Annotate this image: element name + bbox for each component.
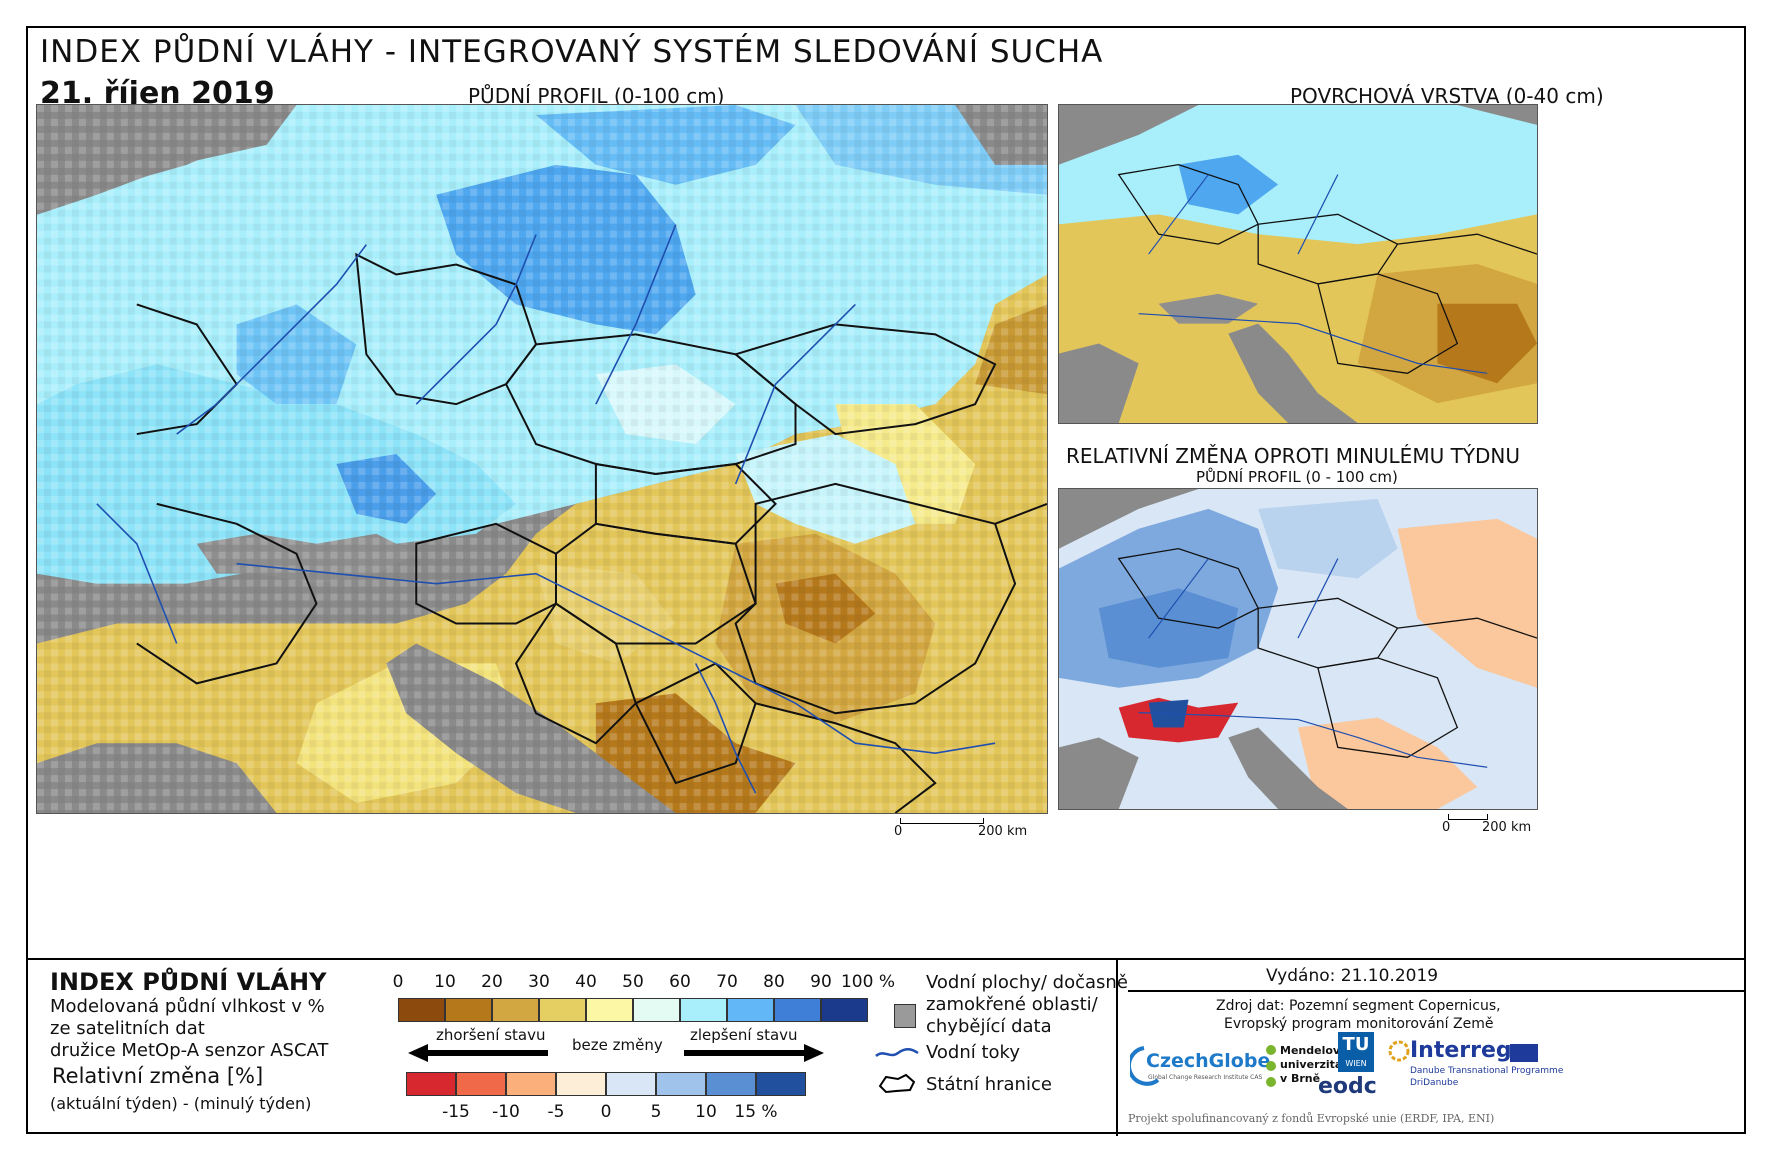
source-line-1: Zdroj dat: Pozemní segment Copernicus, — [1216, 998, 1501, 1014]
small-scale-end: 200 km — [1482, 820, 1532, 835]
czechglobe-text: CzechGlobe — [1146, 1050, 1271, 1072]
index-ramp-tick: 10 — [434, 972, 456, 992]
legend-change-title: Relativní změna [%] — [52, 1064, 264, 1088]
water-label-1: Vodní plochy/ dočasně — [926, 972, 1128, 993]
mendel-text-3: v Brně — [1280, 1072, 1321, 1085]
legend-index-desc-2: ze satelitních dat — [50, 1018, 205, 1039]
change-ramp-tick: -15 — [442, 1102, 470, 1122]
better-arrow — [684, 1042, 824, 1064]
mendel-text-2: univerzita — [1280, 1058, 1343, 1071]
worse-arrow — [408, 1042, 548, 1064]
index-ramp-tick: 90 — [810, 972, 832, 992]
czechglobe-subtext: Global Change Research Institute CAS — [1148, 1074, 1263, 1081]
index-ramp-cell — [633, 998, 680, 1022]
rivers-label: Vodní toky — [926, 1042, 1020, 1063]
change-ramp-cell — [406, 1072, 456, 1096]
index-color-ramp: 0 10 20 30 40 50 60 70 80 90 100 % — [372, 970, 895, 1030]
issued-date: Vydáno: 21.10.2019 — [1266, 966, 1439, 986]
legend-index-desc-3: družice MetOp-A senzor ASCAT — [50, 1040, 329, 1061]
info-divider — [1128, 990, 1744, 992]
index-ramp-cell — [398, 998, 445, 1022]
index-ramp-tick: 100 % — [840, 972, 896, 992]
index-ramp-cell — [586, 998, 633, 1022]
legend-change-desc: (aktuální týden) - (minulý týden) — [50, 1094, 312, 1113]
index-ramp-tick: 80 — [763, 972, 785, 992]
legend-index-title: INDEX PŮDNÍ VLÁHY — [50, 968, 327, 996]
mendel-text-1: Mendelova — [1280, 1044, 1348, 1057]
change-ramp-tick: 15 % — [734, 1102, 778, 1122]
legend-divider — [1116, 960, 1118, 1136]
change-ramp-tick: -5 — [547, 1102, 565, 1122]
change-color-ramp: -15 -10 -5 0 5 10 15 % — [404, 1068, 824, 1128]
change-ramp-cell — [756, 1072, 806, 1096]
interreg-subtext-2: DriDanube — [1410, 1078, 1459, 1088]
index-ramp-tick: 30 — [528, 972, 550, 992]
index-ramp-tick: 70 — [716, 972, 738, 992]
small-scale-zero: 0 — [1442, 820, 1451, 835]
change-map-title: RELATIVNÍ ZMĚNA OPROTI MINULÉMU TÝDNU — [1066, 444, 1521, 468]
index-ramp-cell — [492, 998, 539, 1022]
index-ramp-cell — [539, 998, 586, 1022]
legend-panel: INDEX PŮDNÍ VLÁHY Modelovaná půdní vlhko… — [28, 958, 1744, 1136]
nochange-label: beze změny — [572, 1036, 663, 1054]
change-map-subtitle: PŮDNÍ PROFIL (0 - 100 cm) — [1196, 468, 1398, 486]
borders-label: Státní hranice — [926, 1074, 1052, 1095]
index-ramp-cell — [727, 998, 774, 1022]
change-ramp-cell — [456, 1072, 506, 1096]
index-ramp-tick: 60 — [669, 972, 691, 992]
change-ramp-tick: 5 — [650, 1102, 662, 1122]
border-swatch — [876, 1072, 918, 1094]
main-scale-zero: 0 — [894, 824, 903, 839]
better-label: zlepšení stavu — [690, 1026, 798, 1044]
small-scale-bar: 0 200 km — [1442, 814, 1542, 835]
change-ramp-cell — [506, 1072, 556, 1096]
index-ramp-tick: 50 — [622, 972, 644, 992]
change-ramp-cell — [656, 1072, 706, 1096]
index-ramp-cell — [821, 998, 868, 1022]
index-ramp-tick: 0 — [392, 972, 404, 992]
tu-text: TU — [1342, 1034, 1370, 1055]
eu-flag-icon — [1510, 1044, 1538, 1062]
figure-frame: INDEX PŮDNÍ VLÁHY - INTEGROVANÝ SYSTÉM S… — [26, 26, 1746, 1136]
index-ramp-tick: 40 — [575, 972, 597, 992]
water-label-2: zamokřené oblasti/ — [926, 994, 1098, 1015]
change-ramp-cell — [706, 1072, 756, 1096]
worse-label: zhoršení stavu — [436, 1026, 546, 1044]
water-label-3: chybějící data — [926, 1016, 1052, 1037]
funding-note: Projekt spolufinancovaný z fondů Evropsk… — [1128, 1112, 1495, 1125]
relative-change-map — [1058, 488, 1538, 810]
surface-layer-map — [1058, 104, 1538, 424]
main-scale-bar: 0 200 km — [894, 818, 1034, 839]
water-swatch — [894, 1004, 916, 1028]
change-ramp-tick: 10 — [695, 1102, 717, 1122]
eodc-logo: eodc — [1318, 1074, 1377, 1099]
mendel-logo: Mendelova univerzita v Brně — [1264, 1044, 1348, 1096]
index-ramp-cell — [680, 998, 727, 1022]
source-line-2: Evropský program monitorování Země — [1224, 1016, 1494, 1032]
czechglobe-logo: CzechGlobe Global Change Research Instit… — [1127, 1040, 1270, 1092]
change-ramp-cell — [556, 1072, 606, 1096]
interreg-text: Interreg — [1410, 1038, 1512, 1063]
interreg-subtext-1: Danube Transnational Programme — [1410, 1066, 1564, 1076]
main-scale-end: 200 km — [978, 824, 1028, 839]
change-ramp-cell — [606, 1072, 656, 1096]
river-swatch — [874, 1046, 920, 1060]
index-ramp-cell — [774, 998, 821, 1022]
page-title: INDEX PŮDNÍ VLÁHY - INTEGROVANÝ SYSTÉM S… — [40, 34, 1104, 70]
main-soil-moisture-map — [36, 104, 1048, 814]
tu-subtext: WIEN — [1345, 1059, 1367, 1068]
index-ramp-tick: 20 — [481, 972, 503, 992]
interreg-logo: Interreg Danube Transnational Programme … — [1388, 1036, 1563, 1100]
change-ramp-tick: -10 — [492, 1102, 520, 1122]
tu-wien-logo: TU WIEN — [1338, 1032, 1374, 1072]
index-ramp-cell — [445, 998, 492, 1022]
legend-index-desc-1: Modelovaná půdní vlhkost v % — [50, 996, 325, 1017]
change-ramp-tick: 0 — [600, 1102, 612, 1122]
